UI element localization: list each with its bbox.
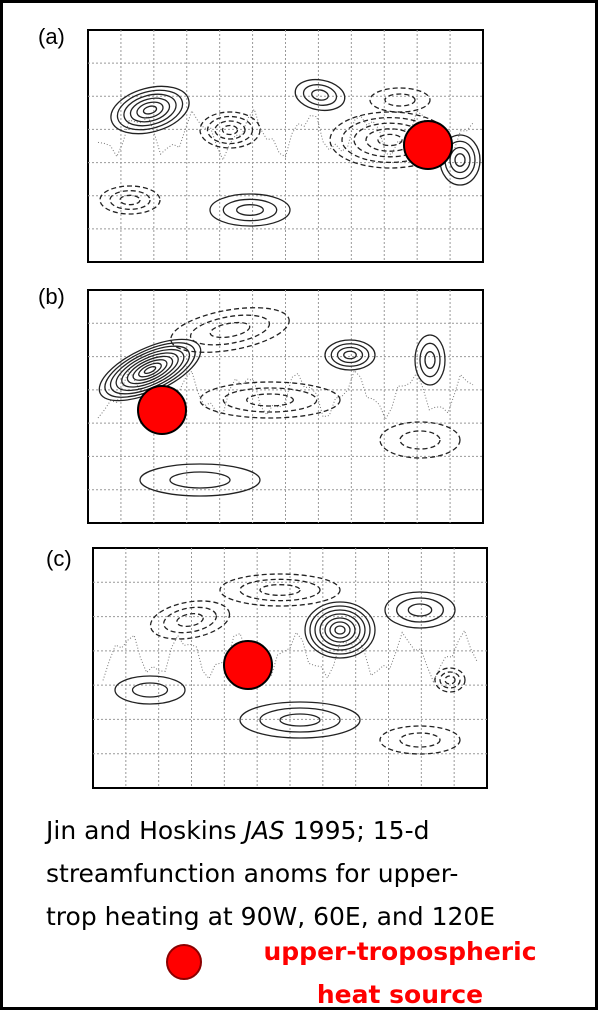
map-panel xyxy=(88,30,483,262)
caption-italic: JAS xyxy=(239,816,284,845)
legend-text: upper-tropospheric xyxy=(263,937,536,966)
legend-text: heat source xyxy=(317,980,483,1009)
legend-dot xyxy=(167,945,201,979)
map-panel xyxy=(88,290,483,523)
heat-source-dot xyxy=(224,641,272,689)
caption-line: trop heating at 90W, 60E, and 120E xyxy=(46,902,495,931)
panel-label: (c) xyxy=(46,546,72,571)
heat-source-dot xyxy=(138,386,186,434)
caption-line: Jin and Hoskins JAS 1995; 15-d xyxy=(44,816,429,845)
caption-text: 1995; 15-d xyxy=(285,816,430,845)
page: (a) (b) (c) Jin and Hoskins JAS 1995; 15… xyxy=(0,0,598,1010)
caption-line: streamfunction anoms for upper- xyxy=(46,859,458,888)
heat-source-dot xyxy=(404,121,452,169)
panel-label: (a) xyxy=(38,24,65,49)
caption-text: Jin and Hoskins xyxy=(44,816,244,845)
map-panel xyxy=(93,548,487,788)
figure: (a) (b) (c) Jin and Hoskins JAS 1995; 15… xyxy=(0,0,598,1010)
panel-label: (b) xyxy=(38,284,65,309)
